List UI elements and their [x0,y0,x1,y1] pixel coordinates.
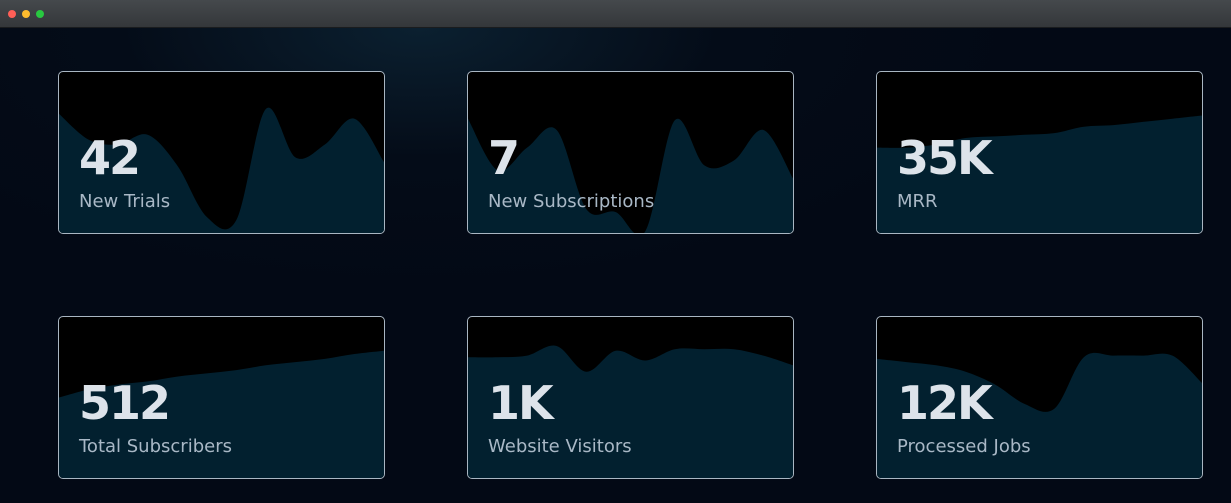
metric-card-new-subscriptions: 7 New Subscriptions [467,71,794,234]
sparkline-area [468,118,793,233]
metric-label: New Subscriptions [488,191,655,212]
sparkline-area [59,107,384,233]
sparkline-chart [468,345,793,478]
sparkline-chart [877,115,1202,233]
metric-card-processed-jobs: 12K Processed Jobs [876,316,1203,479]
sparkline-chart [877,352,1202,478]
close-window-button[interactable] [8,10,16,18]
sparkline-area [468,345,793,478]
window-titlebar [0,0,1231,28]
sparkline-chart [468,118,793,233]
sparkline-area [877,115,1202,233]
metric-label: Total Subscribers [79,436,232,457]
sparkline-chart [59,350,384,478]
metric-card-website-visitors: 1K Website Visitors [467,316,794,479]
metric-label: New Trials [79,191,171,212]
sparkline-area [877,352,1202,478]
minimize-window-button[interactable] [22,10,30,18]
metric-card-total-subscribers: 512 Total Subscribers [58,316,385,479]
sparkline-chart [59,107,384,233]
metric-card-mrr: 35K MRR [876,71,1203,234]
metric-card-new-trials: 42 New Trials [58,71,385,234]
metric-label: MRR [897,191,938,212]
sparkline-area [59,350,384,478]
metric-value: 1K [488,376,554,430]
metric-value: 7 [488,131,520,185]
metric-label: Processed Jobs [897,436,1031,457]
metric-value: 12K [897,376,993,430]
maximize-window-button[interactable] [36,10,44,18]
metric-label: Website Visitors [488,436,632,457]
metric-value: 42 [79,131,141,185]
metric-value: 512 [79,376,171,430]
metric-value: 35K [897,131,993,185]
